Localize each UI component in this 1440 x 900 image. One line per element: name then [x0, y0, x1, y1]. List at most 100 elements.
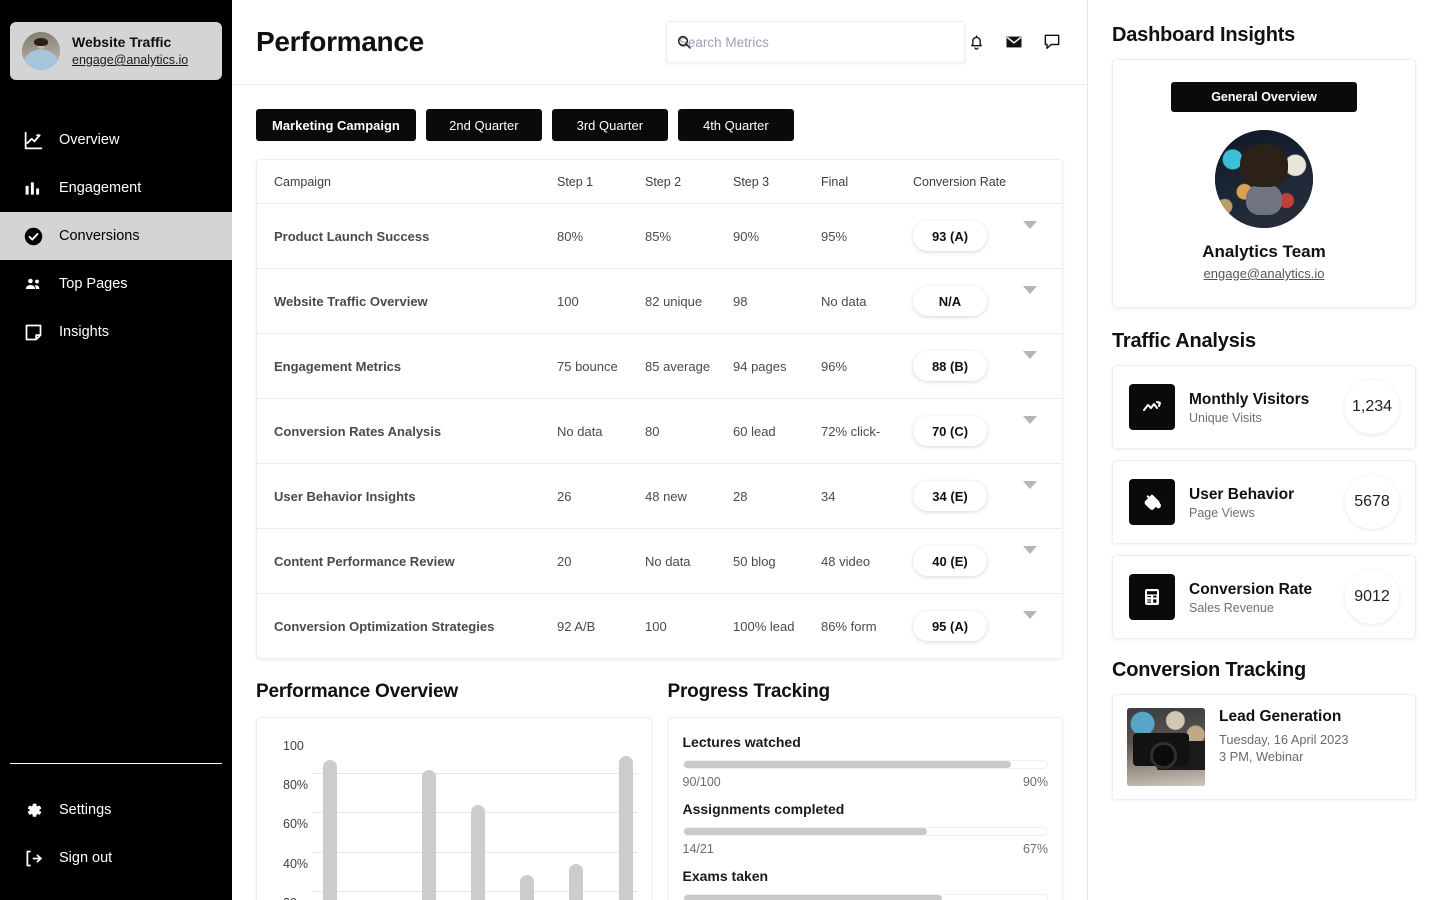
cell-final: 48 video: [821, 528, 913, 594]
row-dropdown-caret-icon[interactable]: [1023, 220, 1037, 244]
sidebar-item-overview[interactable]: Overview: [0, 116, 232, 164]
conversion-rate-badge[interactable]: N/A: [913, 286, 987, 316]
row-dropdown-caret-icon[interactable]: [1023, 545, 1037, 569]
traffic-card-monthly-visitors[interactable]: Monthly Visitors Unique Visits 1,234: [1112, 365, 1416, 449]
progress-track: [682, 760, 1048, 769]
col-header-actions: [1023, 160, 1062, 204]
traffic-card-subtitle: Unique Visits: [1189, 410, 1262, 425]
conversion-rate-badge[interactable]: 88 (B): [913, 351, 987, 381]
cell-campaign: Conversion Rates Analysis: [257, 398, 557, 464]
tab-2nd-quarter[interactable]: 2nd Quarter: [425, 109, 542, 141]
mail-icon[interactable]: [1003, 31, 1025, 53]
conversion-tracking-title: Conversion Tracking: [1112, 659, 1307, 681]
search-container: [665, 21, 965, 63]
search-input[interactable]: [665, 21, 965, 63]
chat-icon[interactable]: [1041, 31, 1063, 53]
cell-campaign: Content Performance Review: [257, 528, 557, 594]
traffic-analysis-title: Traffic Analysis: [1112, 330, 1256, 352]
cell-campaign: Conversion Optimization Strategies: [274, 618, 495, 634]
cell-final: 96%: [821, 333, 913, 399]
people-icon: [22, 273, 44, 295]
camera-photo-thumbnail: [1127, 708, 1205, 786]
sidebar-item-insights[interactable]: Insights: [0, 308, 232, 356]
progress-fill: [683, 828, 928, 835]
performance-table: Campaign Step 1 Step 2 Step 3 Final Conv…: [257, 160, 1062, 658]
row-dropdown-caret-icon[interactable]: [1023, 350, 1037, 374]
col-header-step2: Step 2: [645, 160, 733, 204]
cell-step2: No data: [645, 528, 733, 594]
conversion-rate-badge[interactable]: 93 (A): [913, 221, 987, 251]
main-content: Performance: [232, 0, 1088, 900]
tab-3rd-quarter[interactable]: 3rd Quarter: [551, 109, 668, 141]
progress-label: Exams taken: [682, 868, 769, 884]
conversion-rate-badge[interactable]: 40 (E): [913, 546, 987, 576]
row-dropdown-caret-icon[interactable]: [1023, 415, 1037, 439]
row-dropdown-caret-icon[interactable]: [1023, 480, 1037, 504]
event-date: Tuesday, 16 April 2023: [1219, 732, 1349, 747]
traffic-card-user-behavior[interactable]: User Behavior Page Views 5678: [1112, 460, 1416, 544]
table-row: Product Launch Success 80% 85% 90% 95% 9…: [257, 203, 1062, 269]
sidebar-item-label: Settings: [59, 802, 112, 818]
progress-track: [682, 827, 1048, 836]
cell-step2: 82 unique: [645, 268, 733, 334]
progress-percent: 67%: [1022, 842, 1048, 856]
table-row: User Behavior Insights 26 48 new 28 34 3…: [257, 463, 1062, 529]
row-dropdown-caret-icon[interactable]: [1023, 610, 1037, 634]
conversion-event-card[interactable]: Lead Generation Tuesday, 16 April 2023 3…: [1112, 694, 1416, 800]
conversion-rate-badge[interactable]: 34 (E): [913, 481, 987, 511]
cell-step1: 75 bounce: [557, 333, 645, 399]
chart-bar: [618, 755, 633, 900]
row-dropdown-caret-icon[interactable]: [1023, 285, 1037, 309]
traffic-card-value: 5678: [1345, 475, 1399, 529]
progress-tracking-title: Progress Tracking: [667, 681, 831, 702]
traffic-card-subtitle: Page Views: [1189, 505, 1255, 520]
avatar: [22, 32, 60, 70]
table-row: Engagement Metrics 75 bounce 85 average …: [257, 333, 1062, 399]
gear-icon: [22, 799, 44, 821]
event-title: Lead Generation: [1219, 708, 1342, 725]
table-row: Conversion Rates Analysis No data 80 60 …: [257, 398, 1062, 464]
insight-card: General Overview Analytics Team engage@a…: [1112, 59, 1416, 308]
event-time: 3 PM, Webinar: [1219, 749, 1304, 764]
sidebar-item-label: Conversions: [59, 228, 140, 244]
line-chart-icon: [22, 129, 44, 151]
sidebar-nav: Overview Engagement Conversions Top Page…: [0, 116, 232, 356]
progress-card: Lectures watched 90/100 90% Assignments …: [667, 717, 1063, 900]
cell-final: 95%: [821, 203, 913, 269]
cell-step2: 85%: [645, 203, 733, 269]
chart-bar: [520, 875, 534, 900]
chart-bars: [323, 746, 633, 900]
sidebar-profile-card[interactable]: Website Traffic engage@analytics.io: [10, 22, 222, 80]
bell-icon[interactable]: [965, 31, 987, 53]
cell-campaign: Product Launch Success: [257, 203, 557, 269]
page-title: Performance: [256, 26, 424, 57]
profile-email-link[interactable]: engage@analytics.io: [72, 53, 189, 67]
conversion-rate-badge[interactable]: 70 (C): [913, 416, 987, 446]
col-header-step3: Step 3: [733, 160, 821, 204]
col-header-step1: Step 1: [557, 160, 645, 204]
progress-item: Lectures watched 90/100 90%: [682, 734, 1048, 789]
sidebar-item-top-pages[interactable]: Top Pages: [0, 260, 232, 308]
cell-campaign: Engagement Metrics: [257, 333, 557, 399]
sidebar-item-label: Top Pages: [59, 276, 128, 292]
traffic-card-value: 1,234: [1345, 380, 1399, 434]
tab-4th-quarter[interactable]: 4th Quarter: [677, 109, 794, 141]
tab-marketing-campaign[interactable]: Marketing Campaign: [256, 109, 416, 141]
progress-percent: 90%: [1022, 775, 1048, 789]
table-head: Campaign Step 1 Step 2 Step 3 Final Conv…: [257, 160, 1062, 204]
sidebar-item-conversions[interactable]: Conversions: [0, 212, 232, 260]
insight-profile-email-link[interactable]: engage@analytics.io: [1203, 266, 1325, 281]
conversion-rate-badge[interactable]: 95 (A): [913, 611, 987, 641]
main-body: Marketing Campaign 2nd Quarter 3rd Quart…: [232, 85, 1087, 900]
traffic-card-conversion-rate[interactable]: Conversion Rate Sales Revenue 9012: [1112, 555, 1416, 639]
sidebar-item-sign-out[interactable]: Sign out: [0, 834, 232, 882]
performance-table-card: Campaign Step 1 Step 2 Step 3 Final Conv…: [256, 159, 1063, 659]
cell-step2: 85 average: [645, 333, 733, 399]
sidebar-item-engagement[interactable]: Engagement: [0, 164, 232, 212]
general-overview-button[interactable]: General Overview: [1171, 82, 1357, 112]
sidebar-item-settings[interactable]: Settings: [0, 786, 232, 834]
left-sidebar: Website Traffic engage@analytics.io Over…: [0, 0, 232, 900]
dashboard-insights-title: Dashboard Insights: [1112, 24, 1296, 46]
